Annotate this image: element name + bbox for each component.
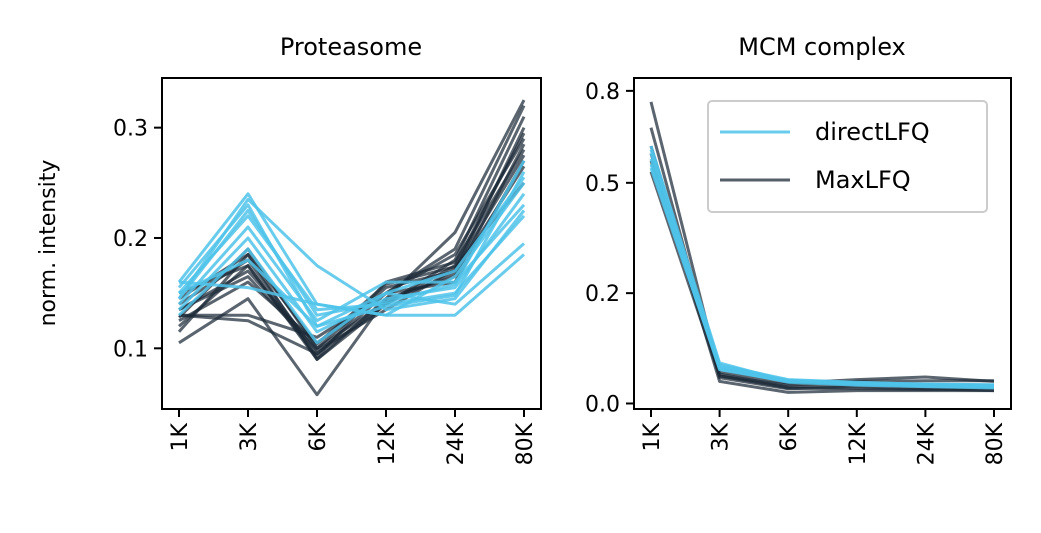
x-tick-label: 1K	[168, 422, 193, 451]
y-axis-label: norm. intensity	[36, 160, 61, 327]
x-tick-label: 24K	[914, 422, 939, 465]
plot-frame	[161, 77, 542, 410]
x-axis-ticks: 1K 3K 6K 12K 24K 80K	[640, 409, 1008, 465]
plot-lines	[177, 99, 526, 397]
plot-frame	[633, 77, 1012, 410]
x-tick-label: 6K	[777, 422, 802, 451]
y-tick-label: 0.0	[585, 392, 620, 417]
maxlfq-series-line	[178, 99, 526, 397]
maxlfq-series-line	[178, 154, 526, 352]
x-tick-label: 12K	[375, 422, 400, 465]
y-tick-label: 0.3	[113, 117, 148, 142]
directlfq-series-line	[649, 167, 995, 387]
y-tick-label: 0.2	[113, 227, 148, 252]
x-tick-label: 6K	[306, 422, 331, 451]
chart-title: MCM complex	[738, 33, 906, 61]
y-axis-ticks: 0.1 0.2 0.3	[113, 117, 162, 362]
x-tick-label: 1K	[640, 422, 665, 451]
x-tick-label: 24K	[444, 422, 469, 465]
directlfq-series-line	[177, 214, 526, 312]
directlfq-series-line	[178, 171, 526, 328]
y-tick-label: 0.8	[585, 80, 620, 105]
x-tick-label: 3K	[709, 422, 734, 451]
maxlfq-series-line	[649, 171, 995, 391]
chart-title: Proteasome	[280, 33, 422, 61]
panel-proteasome: Proteasome norm. intensity 1K 3K 6K 12K 24K 8…	[36, 33, 542, 465]
directlfq-series-line	[177, 176, 526, 345]
y-axis-ticks: 0.0 0.2 0.5 0.8	[585, 80, 634, 417]
panel-mcm-complex: MCM complex 1K 3K 6K 12K 24K 80K 0.0 0.2 0.5 0.8…	[585, 33, 1012, 465]
x-tick-label: 80K	[513, 422, 538, 465]
plot-lines	[649, 101, 995, 394]
legend-label-directlfq: directLFQ	[815, 118, 930, 146]
x-tick-label: 80K	[983, 422, 1008, 465]
legend-box	[707, 100, 988, 213]
x-tick-label: 12K	[846, 422, 871, 465]
x-axis-ticks: 1K 3K 6K 12K 24K 80K	[168, 409, 538, 465]
y-tick-label: 0.1	[113, 337, 148, 362]
directlfq-series-line	[177, 159, 526, 317]
directlfq-series-line	[177, 203, 526, 323]
y-tick-label: 0.2	[585, 282, 620, 307]
legend-label-maxlfq: MaxLFQ	[815, 166, 911, 194]
x-tick-label: 3K	[237, 422, 262, 451]
directlfq-series-line	[177, 197, 526, 312]
y-tick-label: 0.5	[585, 172, 620, 197]
legend: directLFQ MaxLFQ	[707, 100, 988, 213]
